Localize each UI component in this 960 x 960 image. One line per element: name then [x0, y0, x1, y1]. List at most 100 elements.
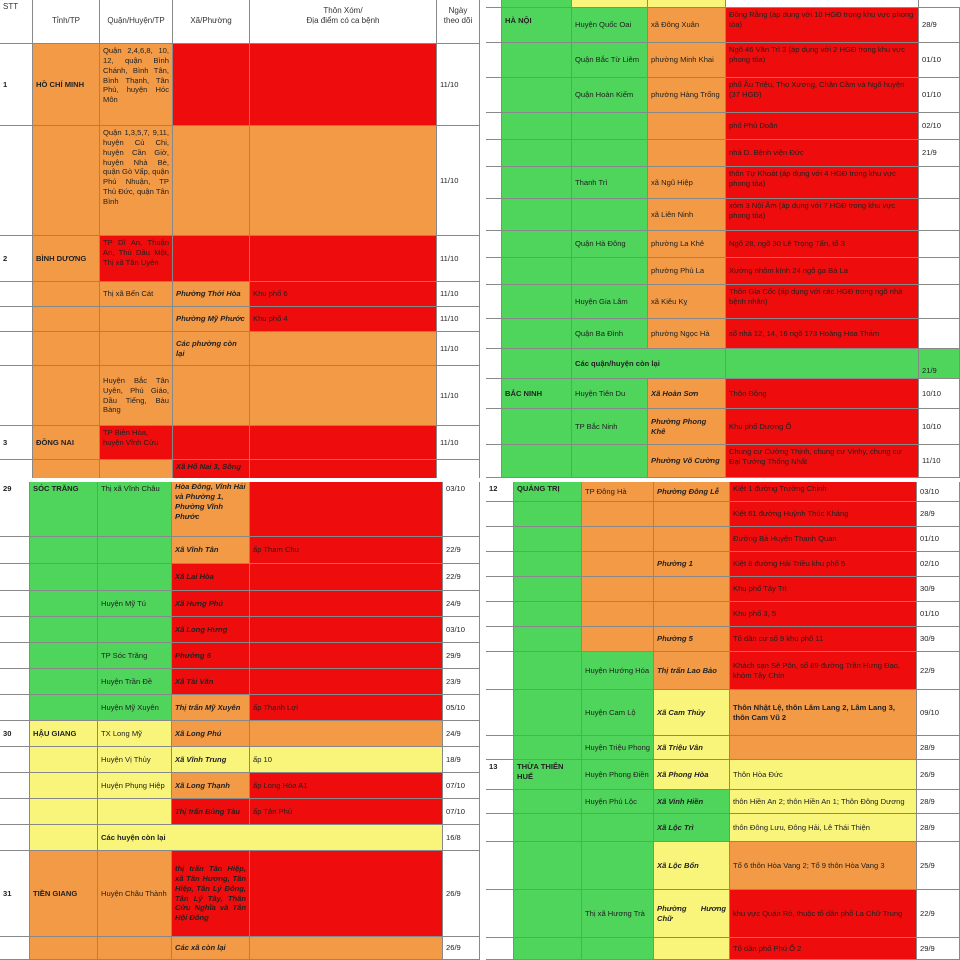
cell-date: 10/10 — [919, 409, 960, 444]
cell-hamlet: Khu phố Tây Trì — [730, 577, 917, 601]
table-quangtri-hue: 12 QUẢNG TRỊ TP Đông Hà Phường Đông Lễ K… — [486, 482, 960, 960]
cell-date: 11/10 — [919, 445, 960, 477]
cell-district: Thị xã Bến Cát — [100, 282, 173, 306]
cell-ward: Xã Long Hưng — [172, 617, 250, 642]
table-row: Huyện Gia Lâm xã Kiêu Kỵ Thôn Gia Cốc (á… — [486, 285, 960, 319]
cell-district: Huyện Phụng Hiệp — [98, 773, 172, 798]
table-row: HÀ NỘI Huyện Quốc Oai xã Đông Xuân Đồng … — [486, 8, 960, 43]
cell-hamlet: ấp Thạnh Lợi — [250, 695, 443, 720]
cell-ward: Xã Triệu Vân — [654, 736, 730, 759]
cell-hamlet: Kiệt 8 đường Hải Triều khu phố 5 — [730, 552, 917, 576]
cell-hamlet — [250, 482, 443, 536]
table-row: Huyện Phú Lộc Xã Vinh Hiền thôn Hiền An … — [486, 790, 960, 814]
cell-stt: 12 — [486, 482, 514, 501]
table-row: BẮC NINH Huyện Tiên Du Xã Hoàn Sơn Thôn … — [486, 379, 960, 409]
cell-ward: Phường Thới Hòa — [173, 282, 250, 306]
cell-date: 30/9 — [917, 627, 960, 651]
cell-date: 02/10 — [919, 113, 960, 139]
cell-ward: Xã Vĩnh Trung — [172, 747, 250, 772]
cell-district: TX Long Mỹ — [98, 721, 172, 746]
cell-date — [919, 231, 960, 257]
cell-date: 11/10 — [437, 236, 480, 281]
table-row: Quận Hà Đông phường La Khê Ngõ 28, ngõ 3… — [486, 231, 960, 258]
cell-date: 16/8 — [443, 825, 480, 850]
cell-hamlet: Đường Bà Huyện Thanh Quan — [730, 527, 917, 551]
cell-stt — [0, 332, 33, 365]
cell-province — [33, 282, 100, 306]
cell-hamlet: Ngõ 46 Văn Trì 3 (áp dụng với 2 HGĐ tron… — [726, 43, 919, 77]
cell-ward: phường Ngọc Hà — [648, 319, 726, 348]
cell-date: 11/10 — [437, 282, 480, 306]
cell-province — [33, 332, 100, 365]
table-row: Xã Vĩnh Tân ấp Tham Chu 22/9 — [0, 537, 480, 564]
table-row: TP Sóc Trăng Phường 6 29/9 — [0, 643, 480, 669]
table-row: Thị trấn Búng Tàu ấp Tân Phú 07/10 — [0, 799, 480, 825]
cell-ward: Thị trấn Mỹ Xuyên — [172, 695, 250, 720]
table-row: 3 ĐỒNG NAI TP Biên Hòa, huyện Vĩnh Cửu 1… — [0, 426, 480, 460]
cell-date: 28/9 — [919, 8, 960, 42]
cell-district: Huyện Trần Đề — [98, 669, 172, 694]
cell-province: ĐỒNG NAI — [33, 426, 100, 459]
table-row: phường Phú La Xưởng nhôm kính 24 ngõ ga … — [486, 258, 960, 285]
cell-hamlet: phố Âu Triệu, Thọ Xương, Chân Cầm và Ngõ… — [726, 78, 919, 112]
cell-district: Quận Hà Đông — [572, 231, 648, 257]
cell-date: 21/9 — [919, 140, 960, 166]
cell-ward: phường Phú La — [648, 258, 726, 284]
table-row: Huyện Trần Đề Xã Tài Văn 23/9 — [0, 669, 480, 695]
cell-district: Các huyện còn lại — [98, 825, 443, 850]
cell-district: Huyện Mỹ Tú — [98, 591, 172, 616]
table-row: Quận Ba Đình phường Ngọc Hà số nhà 12, 1… — [486, 319, 960, 349]
cell-hamlet — [250, 366, 437, 425]
cell-stt: 1 — [0, 44, 33, 125]
cell-date: 10/10 — [919, 379, 960, 408]
cell-province: THỪA THIÊN HUẾ — [514, 760, 582, 789]
table-row-top-stub — [486, 0, 960, 8]
cell-hamlet: Thôn Gia Cốc (áp dụng với các HGĐ trong … — [726, 285, 919, 318]
cell-province: QUẢNG TRỊ — [514, 482, 582, 501]
cell-ward — [173, 426, 250, 459]
table-row: Các quận/huyện còn lại 21/9 — [486, 349, 960, 379]
cell-hamlet — [250, 426, 437, 459]
cell-ward: Phường Đông Lễ — [654, 482, 730, 501]
table-row: Quận 1,3,5,7, 9,11, huyện Củ Chi, huyện … — [0, 126, 480, 236]
cell-ward: xã Đông Xuân — [648, 8, 726, 42]
cell-district: Huyện Phong Điền — [582, 760, 654, 789]
cell-hamlet — [250, 126, 437, 235]
cell-district: TP Đông Hà — [582, 482, 654, 501]
cell-date: 18/9 — [443, 747, 480, 772]
table-row: phố Phủ Doãn 02/10 — [486, 113, 960, 140]
cell-hamlet: thôn Tự Khoát (áp dụng với 4 HGĐ trong k… — [726, 167, 919, 198]
cell-date: 11/10 — [437, 307, 480, 331]
table-row: Huyện Triệu Phong Xã Triệu Vân 28/9 — [486, 736, 960, 760]
cell-ward: Xã Vinh Hiền — [654, 790, 730, 813]
cell-ward: Xã Lộc Bổn — [654, 842, 730, 889]
cell-hamlet: số nhà 12, 14, 16 ngõ 173 Hoàng Hoa Thám — [726, 319, 919, 348]
cell-ward: Phường Phong Khê — [648, 409, 726, 444]
cell-hamlet: Kiệt 1 đường Trường Chinh — [730, 482, 917, 501]
table-row: Phường Mỹ Phước Khu phố 4 11/10 — [0, 307, 480, 332]
table-row: Khu phố Tây Trì 30/9 — [486, 577, 960, 602]
cell-date: 03/10 — [443, 482, 480, 536]
table-row: Quận Hoàn Kiếm phường Hàng Trống phố Âu … — [486, 78, 960, 113]
cell-district: Huyện Phú Lộc — [582, 790, 654, 813]
cell-date: 03/10 — [917, 482, 960, 501]
cell-date: 05/10 — [443, 695, 480, 720]
cell-date: 07/10 — [443, 799, 480, 824]
cell-district: Quận Bắc Từ Liêm — [572, 43, 648, 77]
cell-hamlet: ấp Long Hòa A1 — [250, 773, 443, 798]
table-row: Huyện Mỹ Xuyên Thị trấn Mỹ Xuyên ấp Thạn… — [0, 695, 480, 721]
table-row: Xã Lai Hòa 22/9 — [0, 564, 480, 591]
cell-date: 26/9 — [443, 937, 480, 959]
cell-hamlet: nhà D. Bệnh viện Đức — [726, 140, 919, 166]
cell-date: 01/10 — [919, 78, 960, 112]
cell-province: BÌNH DƯƠNG — [33, 236, 100, 281]
cell-ward: phường Hàng Trống — [648, 78, 726, 112]
cell-ward: Hòa Đông, Vĩnh Hải và Phường 1, Phường V… — [172, 482, 250, 536]
cell-ward: Xã Cam Thủy — [654, 690, 730, 735]
table-header: STT Tỉnh/TP Quận/Huyện/TP Xã/Phường Thôn… — [0, 0, 480, 44]
cell-date: 24/9 — [443, 591, 480, 616]
cell-date: 11/10 — [437, 426, 480, 459]
cell-hamlet: Ngõ 28, ngõ 30 Lê Trọng Tấn, tổ 3 — [726, 231, 919, 257]
cell-ward: Xã Long Thạnh — [172, 773, 250, 798]
cell-hamlet: Đồng Rằng (áp dụng với 10 HGĐ trong khu … — [726, 8, 919, 42]
